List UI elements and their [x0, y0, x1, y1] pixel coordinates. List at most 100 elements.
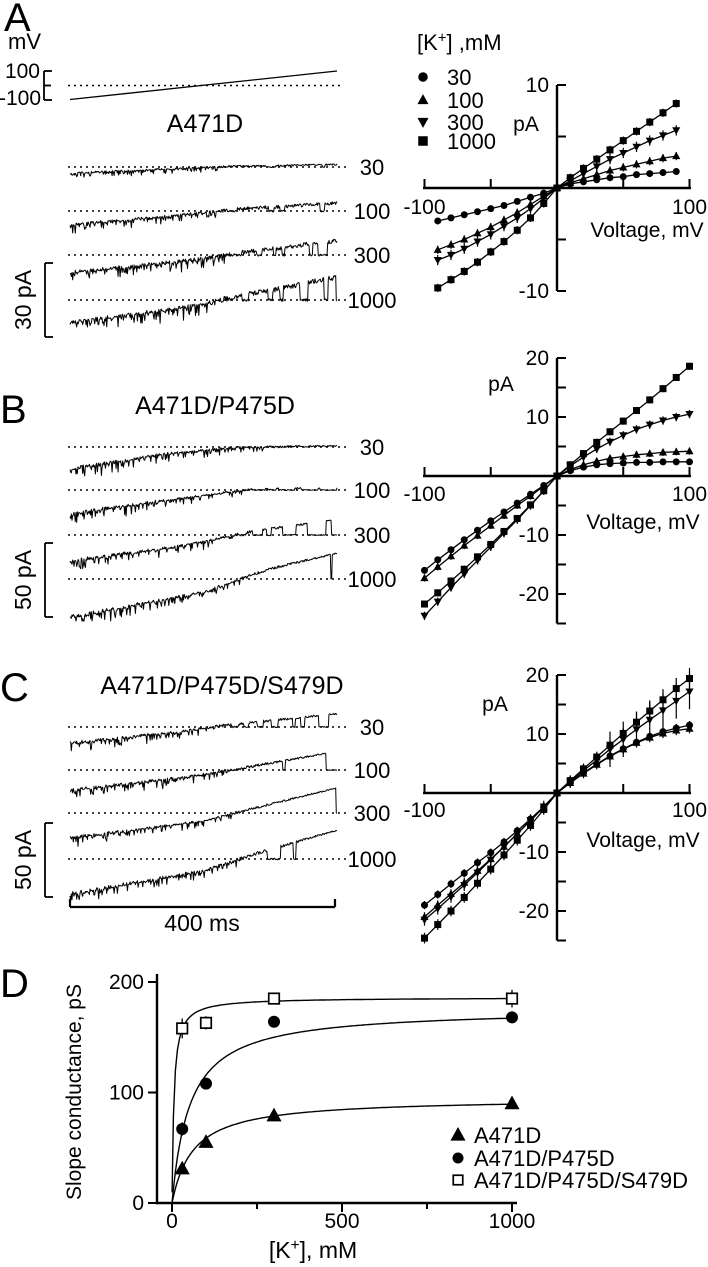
data-point-1000: [474, 258, 481, 266]
data-point-300: [486, 231, 495, 239]
data-point-300: [446, 893, 456, 902]
y-tick-label: 200: [109, 971, 144, 994]
data-point-1000: [513, 836, 521, 844]
data-point-100: [672, 726, 681, 734]
data-point-100: [645, 156, 654, 165]
data-point-1000: [686, 362, 693, 370]
data-point-30: [460, 536, 468, 544]
data-point-300: [433, 257, 442, 265]
data-point-1000: [487, 540, 495, 548]
data-point-30: [500, 202, 508, 210]
data-point-1000: [553, 472, 561, 480]
data-point-A471D/P475D/S479D: [267, 992, 281, 1005]
data-point-300: [605, 156, 615, 164]
data-point-A471D/P475D: [506, 1011, 518, 1024]
data-point-1000: [580, 164, 587, 172]
data-point-100: [513, 208, 522, 216]
data-point-100: [632, 450, 641, 458]
data-point-30: [447, 214, 455, 222]
x-tick-label: 100: [672, 196, 707, 219]
iv-chart-a: 10 -10 -100 100: [403, 74, 707, 303]
iv-c-xlabel: Voltage, mV: [586, 829, 699, 852]
data-point-100: [420, 573, 429, 582]
time-bar-label: 400 ms: [164, 910, 239, 936]
data-point-300: [672, 697, 681, 706]
y-tick-label: 100: [109, 1082, 144, 1105]
legend-label-A471D/P475D: A471D/P475D: [474, 1146, 615, 1171]
data-point-A471D: [266, 1107, 282, 1122]
data-point-30: [421, 901, 428, 909]
data-point-100: [605, 453, 615, 462]
data-point-100: [539, 481, 548, 490]
data-point-1000: [606, 146, 614, 154]
data-point-1000: [633, 127, 640, 135]
x-tick-label: -100: [403, 196, 445, 219]
data-point-30: [434, 217, 442, 225]
data-point-30: [447, 546, 455, 554]
legend-label-A471D/P475D/S479D: A471D/P475D/S479D: [474, 1168, 688, 1193]
data-point-300: [592, 163, 601, 171]
data-point-30: [619, 173, 627, 181]
current-trace-30: [69, 444, 338, 477]
data-point-100: [579, 460, 588, 468]
protocol-top-label: 100: [5, 60, 40, 83]
data-point-1000: [593, 753, 601, 761]
current-trace-100: [69, 752, 338, 798]
trace-label-300: 300: [354, 801, 391, 826]
data-point-100: [632, 159, 641, 168]
x-tick-label: 0: [166, 1210, 178, 1233]
data-point-1000: [460, 267, 468, 275]
data-point-1000: [633, 718, 640, 726]
data-point-100: [499, 511, 509, 519]
y-tick-label: 0: [132, 1192, 144, 1215]
data-point-100: [499, 215, 509, 223]
legend-marker-300: [417, 117, 429, 128]
data-point-100: [658, 153, 668, 162]
data-point-1000: [659, 696, 667, 704]
legend-marker-30: [418, 72, 428, 82]
data-point-30: [619, 459, 627, 467]
data-point-30: [659, 458, 667, 466]
panel-c-traces: 30 100 300 1000: [44, 712, 396, 909]
fit-curve-A471D/P475D/S479D: [171, 997, 512, 1193]
data-point-1000: [593, 438, 601, 446]
data-point-100: [446, 240, 456, 248]
data-point-30: [487, 205, 495, 213]
data-point-300: [658, 132, 668, 140]
data-point-A471D/P475D/S479D: [199, 1016, 213, 1029]
y-tick-label: 20: [526, 664, 549, 687]
data-point-1000: [421, 934, 428, 942]
data-point-300: [433, 905, 442, 913]
data-point-1000: [447, 577, 455, 585]
panel-letter-b: B: [0, 388, 27, 432]
data-point-30: [527, 193, 534, 201]
data-point-30: [593, 176, 601, 184]
data-point-1000: [474, 553, 481, 561]
legend-label-A471D: A471D: [474, 1123, 541, 1148]
data-point-1000: [659, 385, 667, 393]
data-point-100: [658, 448, 668, 456]
data-point-A471D: [174, 1160, 190, 1175]
legend-label-100: 100: [447, 88, 484, 113]
trace-label-300: 300: [354, 523, 391, 548]
data-point-30: [487, 517, 495, 525]
data-point-1000: [540, 487, 548, 495]
panel-c-title: A471D/P475D/S479D: [100, 672, 343, 700]
panel-a-scalebar-label: 30 pA: [10, 269, 36, 330]
data-point-300: [658, 417, 668, 425]
legend-marker-A471D/P475D/S479D: [452, 1174, 464, 1186]
current-trace-100: [69, 487, 338, 523]
y-tick-label: -20: [519, 900, 549, 923]
trace-label-300: 300: [354, 243, 391, 268]
data-point-1000: [540, 806, 548, 814]
data-point-30: [487, 849, 495, 857]
trace-label-100: 100: [354, 478, 391, 503]
data-point-300: [685, 688, 694, 696]
legend-title: [K+] ,mM: [417, 29, 502, 55]
data-point-1000: [566, 174, 574, 182]
data-point-100: [672, 151, 681, 160]
data-point-300: [513, 830, 522, 839]
data-point-30: [421, 566, 428, 574]
data-point-300: [526, 205, 535, 213]
conductance-xlabel: [K+], mM: [269, 1237, 357, 1263]
